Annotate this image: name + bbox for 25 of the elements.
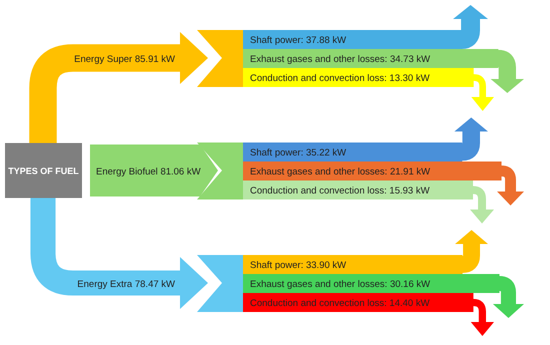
root-box: TYPES OF FUEL xyxy=(5,143,82,198)
data-label: 14.40 kW xyxy=(389,298,430,309)
category-label: Energy Biofuel xyxy=(96,166,160,178)
text: Exhaust gases and other losses: xyxy=(250,166,388,178)
data-label: 21.91 kW xyxy=(390,166,430,178)
data-label: 35.22 kW xyxy=(306,148,346,158)
category-label: Energy Super xyxy=(74,54,135,65)
data-label: 81.06 kW xyxy=(160,166,201,178)
data-label: 33.90 kW xyxy=(306,260,346,271)
data-label: 30.16 kW xyxy=(390,279,430,290)
data-label: 15.93 kW xyxy=(389,186,430,196)
text: Conduction and convection loss: xyxy=(250,298,387,309)
text: Exhaust gases and other losses: xyxy=(250,279,388,290)
data-label: 85.91 kW xyxy=(134,54,176,65)
data-label: 13.30 kW xyxy=(389,73,430,84)
data-label: 37.88 kW xyxy=(306,35,346,46)
data-label: 34.73 kW xyxy=(390,54,430,65)
category-label: Energy Extra xyxy=(77,279,135,290)
series-label: Exhaust gases and other losses: xyxy=(250,54,390,65)
series-label: Shaft power: xyxy=(250,35,306,46)
text: Shaft power: xyxy=(250,148,304,158)
text: Shaft power: xyxy=(250,260,304,271)
series-label: Conduction and convection loss: xyxy=(250,73,390,84)
text: Conduction and convection loss: xyxy=(250,186,387,196)
data-label: 78.47 kW xyxy=(134,279,176,290)
